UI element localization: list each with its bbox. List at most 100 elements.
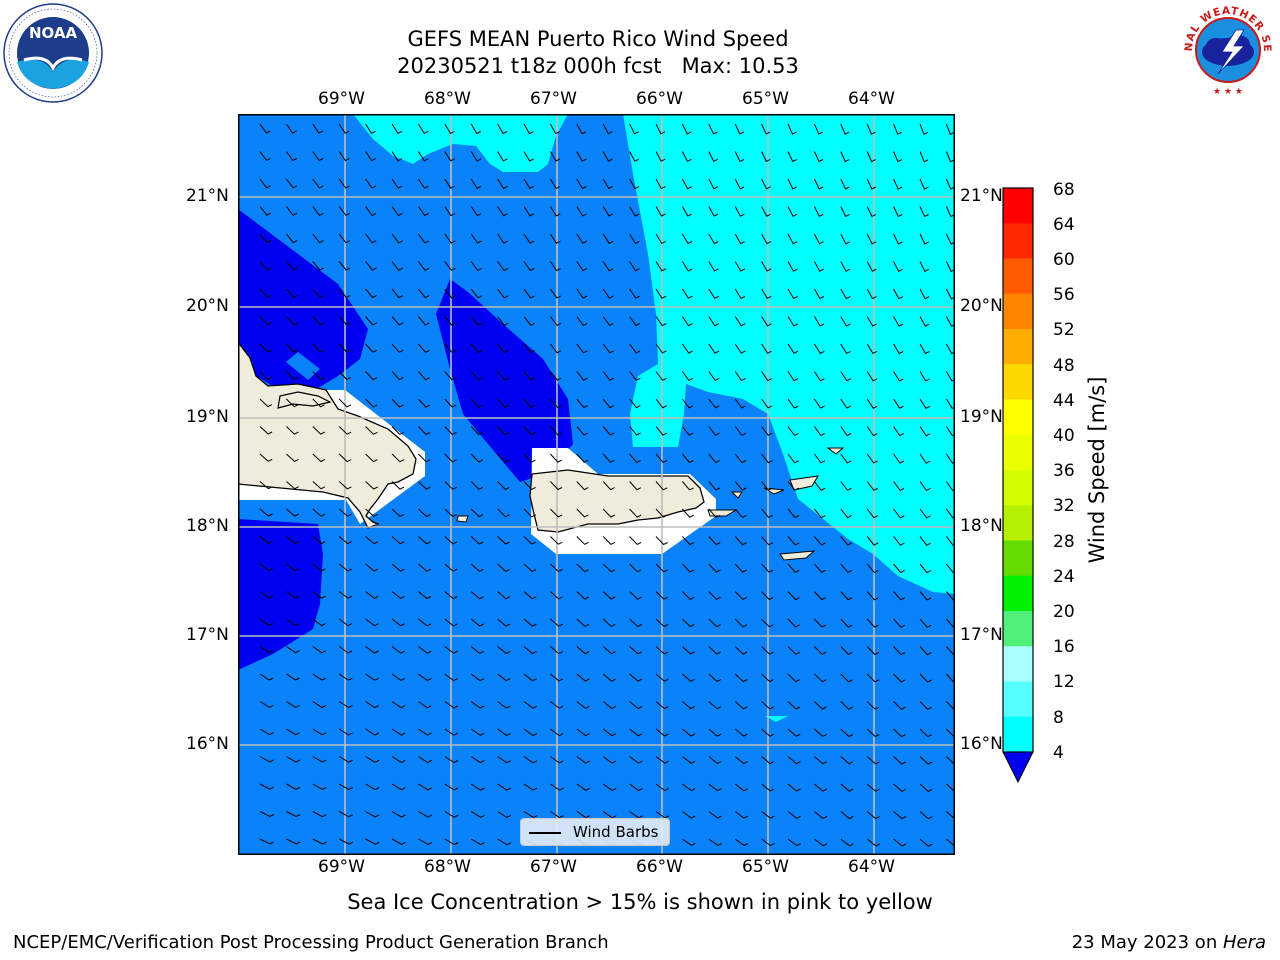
wind-barb: [734, 426, 747, 436]
wind-barb: [734, 343, 746, 354]
wind-barb: [655, 288, 667, 299]
wind-barb: [629, 151, 640, 162]
colorbar-segment: [1003, 188, 1033, 224]
wind-barb: [391, 426, 404, 436]
wind-barb: [893, 811, 907, 820]
wind-barb: [893, 646, 906, 656]
wind-barb: [365, 288, 377, 299]
wind-barb: [761, 783, 775, 792]
wind-barb: [444, 206, 456, 217]
wind-barb: [761, 756, 775, 765]
wind-barb: [286, 591, 300, 599]
wind-barb: [734, 261, 746, 272]
wind-barb: [418, 673, 432, 682]
wind-barb: [840, 811, 854, 820]
wind-barb: [312, 618, 326, 627]
wind-barb: [312, 508, 326, 517]
wind-barb: [444, 261, 456, 271]
wind-barb: [576, 233, 588, 244]
wind-barb: [391, 508, 405, 518]
wind-barb: [708, 343, 720, 354]
colorbar-tick: 60: [1053, 250, 1075, 270]
wind-barb: [655, 481, 668, 491]
lon-label-bottom: 65°W: [742, 857, 789, 877]
wind-barb: [866, 481, 879, 491]
wind-barb: [470, 783, 485, 791]
wind-barb: [814, 453, 826, 464]
wind-barb: [682, 618, 695, 628]
wind-barb: [470, 591, 484, 600]
wind-barb: [814, 618, 827, 628]
wind-barb: [893, 618, 906, 628]
wind-barb: [497, 178, 508, 189]
wind-barb: [602, 783, 617, 791]
wind-barb: [497, 398, 510, 408]
wind-barb: [549, 288, 562, 299]
wind-barb: [919, 178, 929, 190]
wind-barb: [497, 646, 511, 654]
wind-barb: [629, 233, 640, 245]
wind-barb: [919, 206, 929, 218]
wind-barb: [365, 178, 377, 189]
wind-barb: [655, 783, 670, 792]
wind-barb: [391, 563, 405, 572]
lat-label-right: 20°N: [960, 296, 1003, 316]
wind-barb: [919, 728, 933, 738]
wind-barb: [550, 728, 564, 737]
wind-barb: [418, 371, 430, 381]
wind-barb: [418, 701, 432, 709]
mona-island: [456, 515, 469, 523]
wind-barb: [602, 261, 614, 272]
wind-barb: [761, 646, 774, 655]
wind-barb: [312, 123, 324, 134]
wind-barb: [655, 398, 667, 409]
wind-barb: [470, 178, 482, 189]
wind-barb: [814, 673, 827, 683]
wind-barb: [840, 563, 853, 574]
wind-barb: [259, 398, 273, 408]
wind-barb: [365, 646, 379, 654]
wind-barb: [338, 508, 352, 517]
wind-barb: [444, 288, 456, 299]
wind-barb: [286, 233, 298, 244]
wind-barb: [787, 371, 799, 382]
wind-barb: [497, 453, 510, 463]
wind-barb: [523, 316, 535, 326]
wind-barb: [365, 591, 379, 599]
wind-barb: [576, 646, 590, 655]
lon-label-top: 67°W: [530, 89, 577, 109]
wind-barb: [893, 481, 905, 492]
wind-barb: [682, 756, 696, 764]
wind-barb: [365, 673, 379, 681]
wind-barb: [602, 701, 617, 709]
wind-barb: [602, 151, 613, 162]
colorbar-segments: [1003, 188, 1033, 753]
wind-barb: [338, 426, 352, 435]
wind-barb: [602, 673, 616, 682]
wind-barb: [813, 206, 824, 217]
wind-barb: [550, 508, 563, 518]
wind-barb: [866, 178, 877, 190]
wind-barb: [893, 233, 903, 245]
wind-barb: [286, 206, 298, 216]
wind-barb: [391, 536, 405, 545]
wind-barb: [576, 563, 589, 573]
wind-barb: [919, 343, 930, 355]
map-area[interactable]: [238, 114, 955, 855]
wind-barb: [840, 316, 851, 327]
wind-barb: [338, 701, 353, 709]
wind-barb: [919, 371, 930, 382]
wind-barb: [893, 536, 905, 546]
wind-barb: [338, 261, 351, 271]
colorbar-segment: [1003, 681, 1033, 718]
wind-barb: [418, 591, 432, 600]
wind-barb: [523, 178, 535, 190]
wind-barb: [708, 233, 719, 245]
wind-barb: [365, 206, 377, 217]
wind-barb: [391, 811, 406, 818]
wind-barb: [576, 453, 589, 463]
wind-barb: [761, 838, 775, 847]
wind-barb: [682, 783, 696, 792]
wind-barb: [286, 646, 300, 654]
wind-barb: [259, 233, 272, 244]
